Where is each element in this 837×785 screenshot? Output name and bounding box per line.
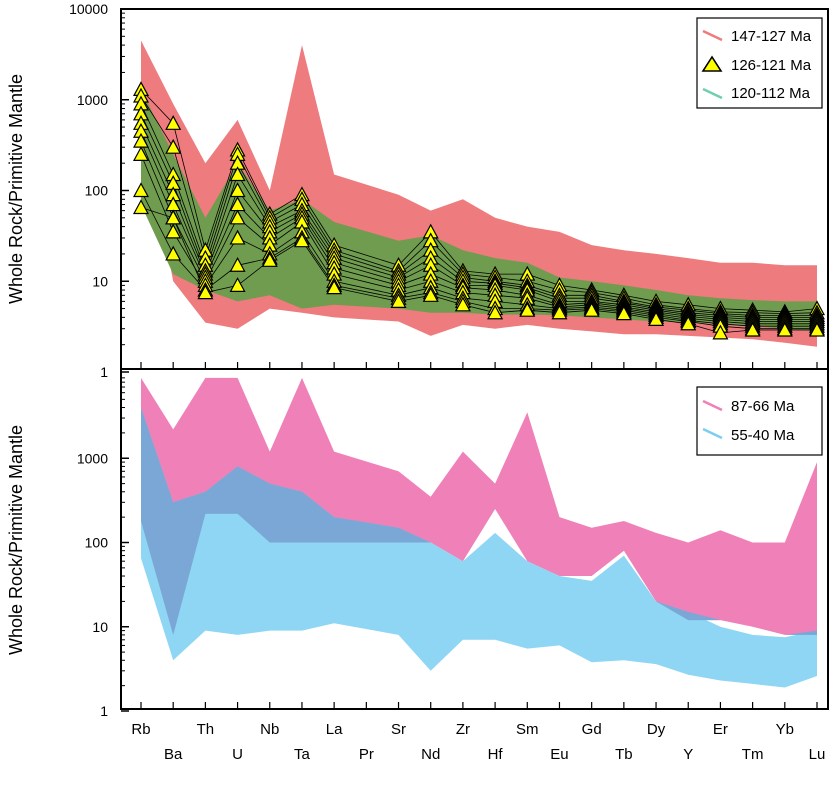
sample-marker-10-eu: [551, 304, 568, 320]
legend-label-120-112: 120-112 Ma: [731, 85, 811, 102]
x-tick-label-eu: Eu: [550, 746, 568, 763]
bottom-panel: 1 10 100 1000: [77, 377, 817, 719]
sample-marker-10-hf: [487, 304, 504, 320]
sample-marker-10-er: [712, 324, 729, 340]
sample-marker-9-rb: [132, 182, 150, 198]
y-tick-label-top-100: 100: [85, 183, 109, 199]
legend-label-87-66: 87-66 Ma: [731, 398, 795, 415]
sample-marker-10-nb: [261, 252, 278, 267]
sample-marker-10-yb: [776, 321, 793, 337]
sample-marker-10-rb: [132, 199, 150, 215]
x-tick-label-y: Y: [683, 746, 693, 763]
top-y-axis-label: Whole Rock/Primitive Mantle: [6, 74, 26, 304]
range-area-55-40-ma: [141, 407, 817, 688]
x-tick-label-ta: Ta: [294, 746, 311, 763]
y-tick-label-bottom-10: 10: [92, 619, 108, 635]
x-tick-label-zr: Zr: [456, 721, 470, 738]
legend-swatch-126-121-triangle: [701, 55, 723, 72]
legend-label-147-127: 147-127 Ma: [731, 28, 812, 45]
x-tick-label-er: Er: [713, 721, 728, 738]
top-legend: 147-127 Ma 126-121 Ma 120-112 Ma: [696, 17, 823, 109]
sample-marker-1-ba: [165, 115, 182, 130]
y-tick-label-bottom-100: 100: [85, 535, 109, 551]
x-tick-label-pr: Pr: [359, 746, 374, 763]
sample-marker-10-th: [197, 284, 214, 300]
x-tick-label-sm: Sm: [516, 721, 539, 738]
sample-marker-10-zr: [454, 296, 471, 312]
top-sample-markers: [132, 81, 826, 340]
legend-swatch-147-127: [702, 29, 723, 42]
x-tick-label-yb: Yb: [776, 721, 794, 738]
sample-marker-7-u: [229, 209, 246, 225]
sample-marker-10-ta: [293, 232, 310, 248]
y-tick-label-top-1000: 1000: [77, 92, 108, 108]
y-tick-label-bottom-1: 1: [100, 703, 108, 719]
sample-marker-10-tb: [615, 305, 632, 321]
sample-marker-8-rb: [132, 146, 150, 161]
sample-marker-10-y: [680, 315, 697, 331]
sample-marker-10-tm: [744, 321, 761, 337]
x-tick-label-tm: Tm: [742, 746, 764, 763]
legend-swatch-120-112: [702, 87, 723, 100]
x-tick-label-u: U: [232, 746, 243, 763]
range-area-87-66-ma: [141, 377, 817, 635]
x-tick-label-la: La: [326, 721, 343, 738]
sample-marker-10-lu: [808, 321, 826, 337]
y-tick-label-top-1: 1: [100, 364, 108, 380]
x-tick-label-gd: Gd: [582, 721, 602, 738]
sample-marker-10-u: [229, 277, 246, 293]
top-range-areas: [141, 40, 817, 347]
x-axis-ticks: Rb Ba Th U Nb Ta La Pr Sr Nd Zr Hf Sm Eu Gd Tb Dy Y Er Tm Yb…: [131, 362, 825, 763]
x-tick-label-lu: Lu: [809, 746, 826, 763]
sample-marker-10-ba: [165, 209, 182, 225]
sample-marker-4-u: [229, 166, 246, 182]
x-tick-label-tb: Tb: [615, 746, 633, 763]
x-tick-label-ba: Ba: [164, 746, 183, 763]
y-tick-label-bottom-1000: 1000: [77, 450, 108, 466]
x-tick-label-nb: Nb: [260, 721, 279, 738]
bottom-y-axis-label: Whole Rock/Primitive Mantle: [6, 425, 26, 655]
x-tick-label-dy: Dy: [647, 721, 666, 738]
range-overlap-area: [141, 407, 817, 635]
sample-marker-10-dy: [648, 311, 665, 326]
top-panel: 1 10 100 1000 10000: [69, 1, 826, 380]
sample-marker-10-la: [326, 279, 343, 295]
x-tick-label-rb: Rb: [131, 721, 150, 738]
top-legend-box: [696, 17, 823, 109]
legend-swatch-87-66: [702, 399, 723, 412]
x-tick-label-sr: Sr: [391, 721, 406, 738]
x-tick-label-th: Th: [197, 721, 215, 738]
sample-marker-10-nd: [422, 287, 439, 302]
bottom-legend-box: [696, 386, 823, 456]
bottom-y-axis-ticks: 1 10 100 1000: [77, 377, 129, 719]
sample-marker-10-sr: [390, 293, 407, 308]
legend-swatch-55-40: [702, 427, 723, 440]
x-tick-label-nd: Nd: [421, 746, 440, 763]
range-area-120-112-ma: [141, 89, 817, 332]
y-tick-label-top-10: 10: [92, 273, 108, 289]
legend-label-126-121: 126-121 Ma: [731, 57, 812, 74]
sample-marker-9-ba: [165, 245, 182, 261]
x-tick-label-hf: Hf: [488, 746, 504, 763]
y-tick-label-top-10000: 10000: [69, 1, 108, 17]
sample-marker-8-u: [229, 229, 246, 245]
sample-marker-10-sm: [519, 301, 536, 317]
bottom-range-areas: [141, 377, 817, 688]
bottom-legend: 87-66 Ma 55-40 Ma: [696, 386, 823, 456]
legend-label-55-40: 55-40 Ma: [731, 427, 795, 444]
sample-marker-8-ba: [165, 223, 182, 239]
top-y-axis-ticks: 1 10 100 1000 10000: [69, 1, 129, 380]
bottom-plot-frame: [120, 368, 829, 710]
sample-marker-9-u: [229, 257, 246, 272]
sample-marker-10-gd: [583, 301, 600, 317]
sample-marker-2-ba: [165, 138, 182, 154]
